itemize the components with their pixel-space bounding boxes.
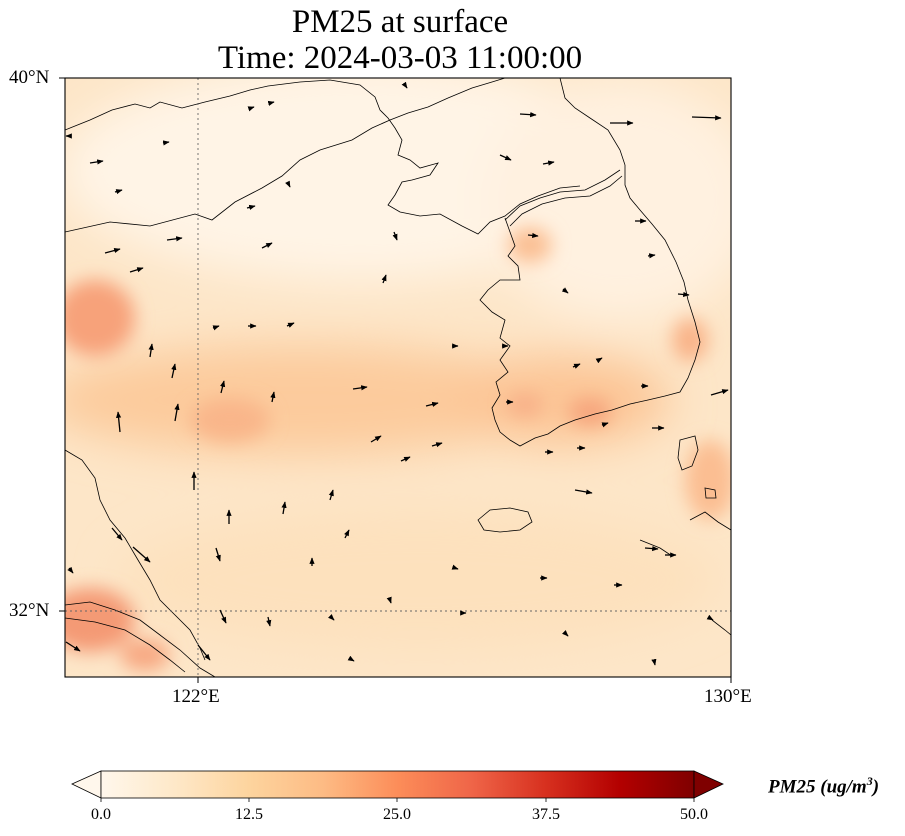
- wind-arrow: [644, 545, 659, 552]
- colorbar-label-4: 50.0: [680, 806, 708, 823]
- wind-arrow: [67, 566, 74, 574]
- wind-arrow: [499, 154, 512, 161]
- wind-arrow: [347, 655, 355, 662]
- wind-arrow: [285, 180, 291, 188]
- wind-arrow: [166, 236, 183, 242]
- wind-arrow: [111, 527, 123, 541]
- wind-arrow: [267, 100, 275, 106]
- map-frame: [64, 77, 732, 678]
- wind-arrow: [115, 411, 122, 433]
- wind-arrow: [542, 160, 555, 166]
- wind-arrow: [171, 363, 177, 379]
- wind-arrow: [220, 380, 226, 394]
- colorbar-ticks: [100, 798, 695, 802]
- wind-arrow: [328, 614, 335, 621]
- wind-arrow: [104, 247, 121, 254]
- wind-arrow: [89, 159, 104, 165]
- wind-arrow: [266, 616, 272, 627]
- gridlines: [65, 78, 731, 677]
- wind-arrow: [562, 630, 569, 637]
- wind-arrow: [261, 242, 273, 249]
- colorbar-title-close: ): [872, 776, 880, 798]
- colorbar-label-3: 37.5: [532, 806, 560, 823]
- coastlines: [65, 78, 731, 677]
- wind-arrow: [451, 564, 459, 570]
- wind-arrow: [162, 140, 170, 146]
- wind-arrow: [651, 658, 657, 666]
- wind-arrow: [174, 403, 180, 422]
- wind-arrow: [519, 112, 537, 118]
- wind-arrow: [286, 322, 295, 328]
- wind-arrow: [706, 614, 714, 621]
- wind-arrow: [425, 401, 439, 407]
- wind-arrow: [401, 81, 408, 89]
- colorbar-extend-max: [693, 770, 724, 799]
- wind-arrow: [219, 609, 227, 624]
- wind-arrow: [647, 253, 656, 259]
- wind-arrow: [400, 456, 411, 462]
- wind-arrow: [710, 389, 729, 396]
- lon-tick-130e: 130°E: [704, 686, 752, 707]
- wind-arrow: [246, 204, 256, 210]
- wind-arrow: [527, 232, 539, 239]
- lon-tick-122e: 122°E: [172, 686, 220, 707]
- wind-arrow: [65, 641, 81, 652]
- wind-arrow: [595, 357, 603, 364]
- wind-arrow: [601, 422, 609, 428]
- wind-vectors: [65, 81, 729, 666]
- wind-arrow: [197, 644, 211, 661]
- colorbar-extend-min: [71, 770, 102, 799]
- wind-arrow: [386, 596, 392, 604]
- wind-arrow: [392, 231, 398, 241]
- wind-arrow: [114, 189, 123, 195]
- wind-arrow: [212, 325, 220, 331]
- lat-tick-32n: 32°N: [9, 600, 50, 621]
- colorbar-gradient: [100, 770, 695, 799]
- lat-tick-40n: 40°N: [9, 67, 50, 88]
- wind-arrow: [431, 442, 443, 448]
- map-time: Time: 2024-03-03 11:00:00: [217, 40, 583, 76]
- wind-arrow: [270, 391, 276, 403]
- pm25-field: [65, 78, 731, 677]
- wind-arrow: [370, 435, 382, 443]
- wind-arrow: [129, 267, 144, 273]
- wind-arrow: [574, 489, 593, 495]
- wind-arrow: [132, 546, 151, 563]
- colorbar-label-2: 25.0: [383, 806, 411, 823]
- wind-arrow: [328, 489, 334, 501]
- wind-arrow: [247, 106, 255, 112]
- wind-arrow: [215, 547, 221, 562]
- map-title: PM25 at surface: [291, 4, 509, 40]
- wind-arrow: [344, 529, 350, 539]
- colorbar-label-0: 0.0: [91, 806, 111, 823]
- colorbar-title-sup: 3: [866, 774, 873, 788]
- wind-arrow: [677, 291, 690, 298]
- wind-arrow: [561, 287, 569, 294]
- wind-arrow: [381, 274, 387, 284]
- wind-arrow: [572, 363, 581, 369]
- wind-arrow: [691, 115, 722, 121]
- wind-arrow: [148, 343, 154, 358]
- axis-ticks: [59, 77, 732, 683]
- wind-arrow: [281, 501, 287, 515]
- colorbar-title: PM25 (ug/m3): [768, 774, 879, 798]
- colorbar-title-text: PM25 (ug/m: [768, 776, 867, 798]
- colorbar-label-1: 12.5: [235, 806, 263, 823]
- wind-arrow: [352, 385, 368, 391]
